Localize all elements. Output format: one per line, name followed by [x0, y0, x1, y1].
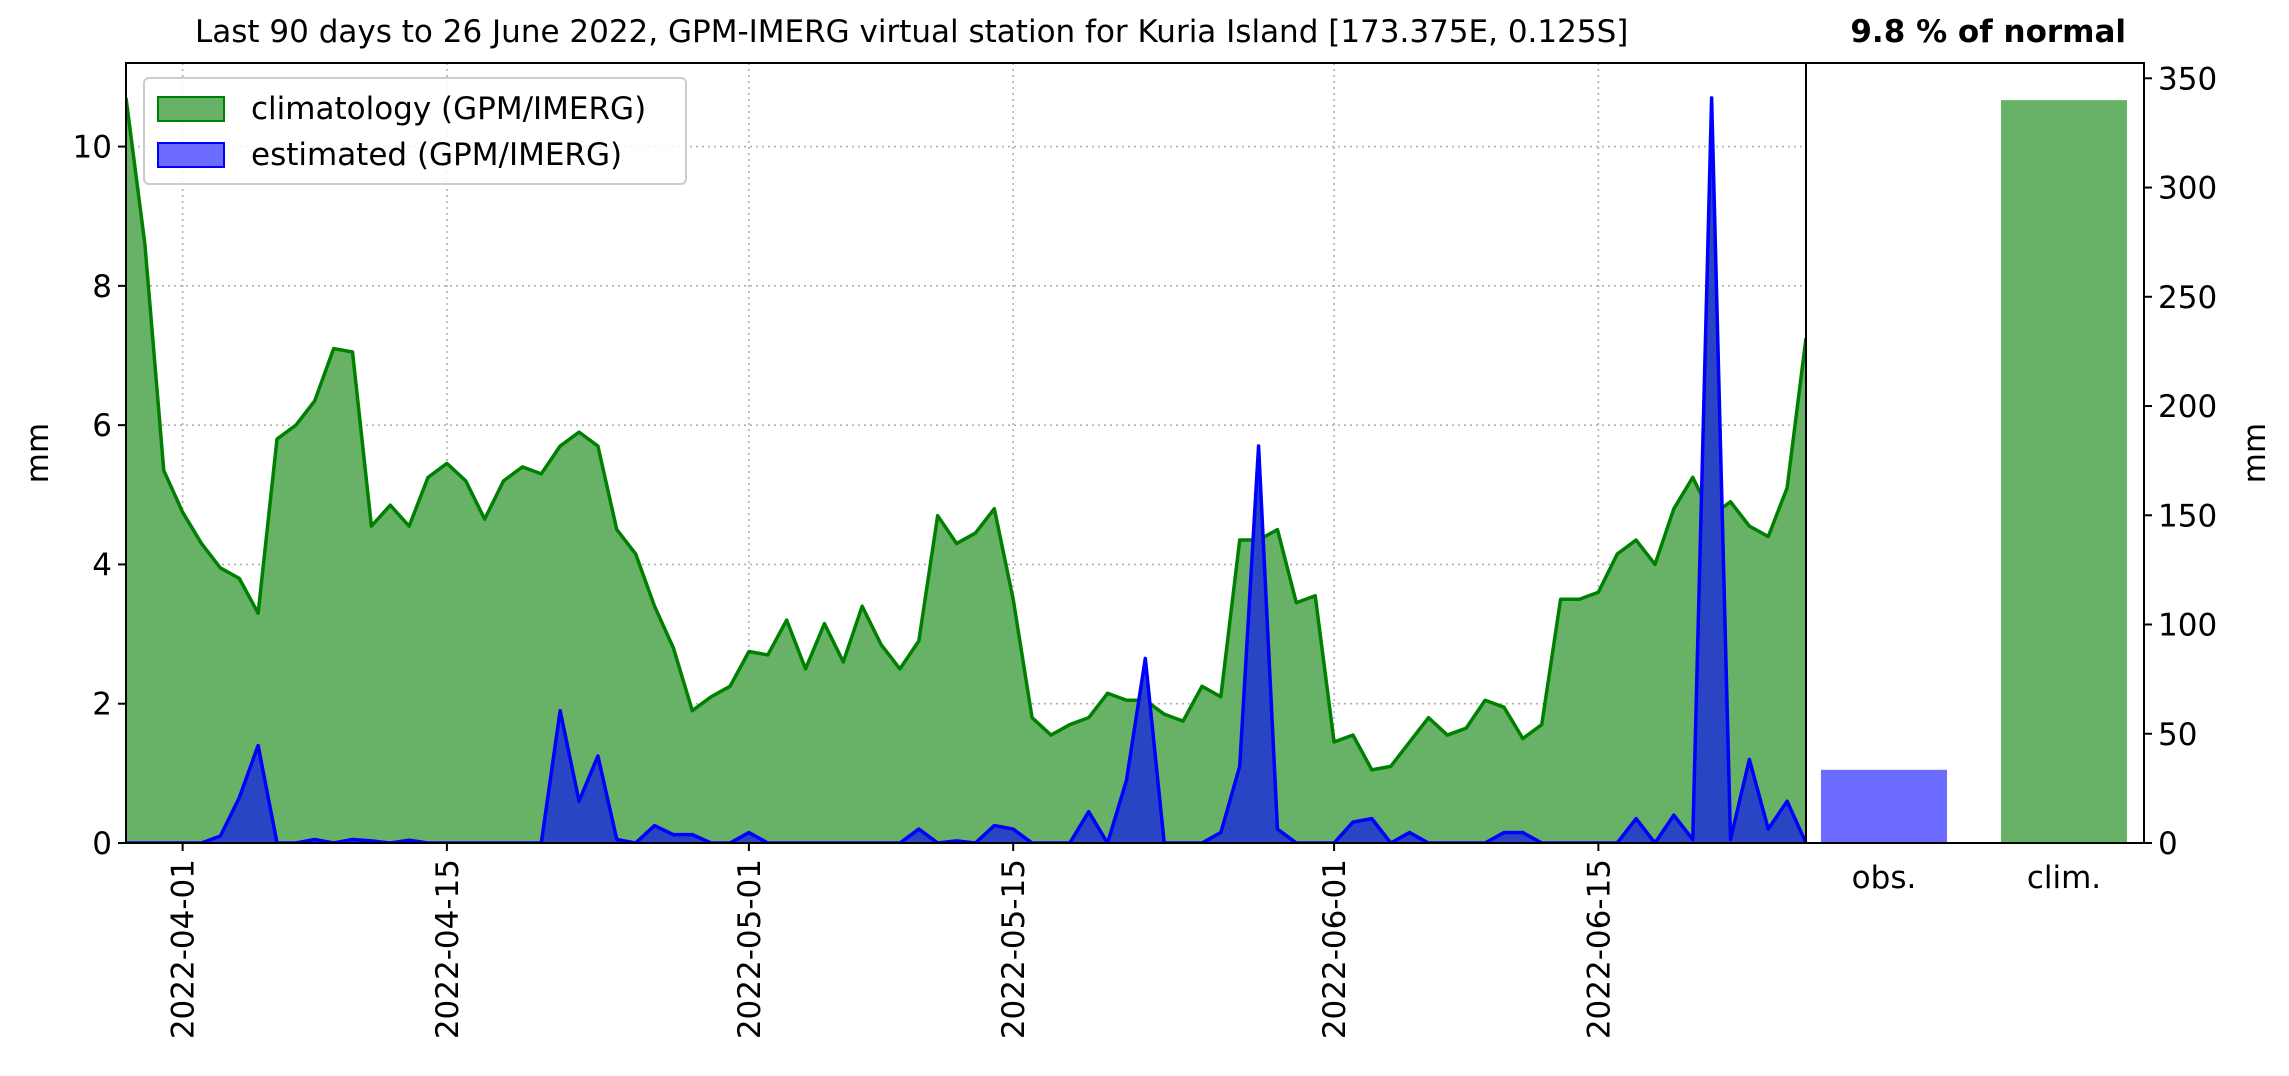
right-axes: 0 50 100 150 200 250 300 350	[2144, 61, 2217, 862]
right-y-tick-label: 150	[2158, 498, 2217, 534]
y-tick-label: 10	[73, 130, 112, 166]
y-axis-label: mm	[20, 423, 56, 483]
climatology-area	[126, 97, 1806, 843]
y-tick-label: 0	[92, 826, 112, 862]
x-tick-label: 2022-05-01	[732, 859, 768, 1039]
x-tick-label: 2022-04-01	[166, 859, 202, 1039]
right-y-axis-label: mm	[2237, 423, 2273, 483]
climatology-line	[126, 97, 1806, 772]
x-tick-label: 2022-05-15	[996, 859, 1032, 1039]
left-axes: 0 2 4 6 8 10 2022-04-01 2022-04-15 2022-05-01 202…	[73, 130, 1618, 1040]
bar-category-label: obs.	[1852, 860, 1917, 896]
right-plot-frame	[1805, 62, 2145, 844]
right-y-tick-label: 300	[2158, 171, 2217, 207]
bar-category-label: clim.	[2027, 860, 2101, 896]
right-y-tick-label: 200	[2158, 389, 2217, 425]
legend-label-climatology: climatology (GPM/IMERG)	[251, 91, 647, 127]
right-y-tick-label: 100	[2158, 608, 2217, 644]
bar-obs	[1821, 769, 1947, 843]
right-y-tick-label: 0	[2158, 826, 2178, 862]
legend-swatch-estimated	[157, 142, 225, 168]
x-tick-label: 2022-04-15	[430, 859, 466, 1039]
y-tick-label: 8	[92, 269, 112, 305]
right-y-tick-label: 50	[2158, 717, 2197, 753]
right-y-tick-label: 350	[2158, 61, 2217, 97]
total-bars: obs. clim.	[1821, 100, 2127, 896]
y-tick-label: 6	[92, 408, 112, 444]
estimated-line	[126, 96, 1806, 843]
legend-label-estimated: estimated (GPM/IMERG)	[251, 137, 623, 173]
legend: climatology (GPM/IMERG) estimated (GPM/I…	[143, 77, 687, 185]
legend-item-estimated: estimated (GPM/IMERG)	[157, 135, 622, 175]
right-y-tick-label: 250	[2158, 280, 2217, 316]
bar-clim	[2001, 100, 2127, 843]
x-tick-label: 2022-06-01	[1317, 859, 1353, 1039]
legend-swatch-climatology	[157, 96, 225, 122]
legend-item-climatology: climatology (GPM/IMERG)	[157, 89, 646, 129]
chart-title: Last 90 days to 26 June 2022, GPM-IMERG …	[195, 14, 1629, 50]
x-tick-label: 2022-06-15	[1581, 859, 1617, 1039]
y-tick-label: 4	[92, 547, 112, 583]
percent-of-normal: 9.8 % of normal	[1850, 14, 2126, 50]
y-tick-label: 2	[92, 687, 112, 723]
